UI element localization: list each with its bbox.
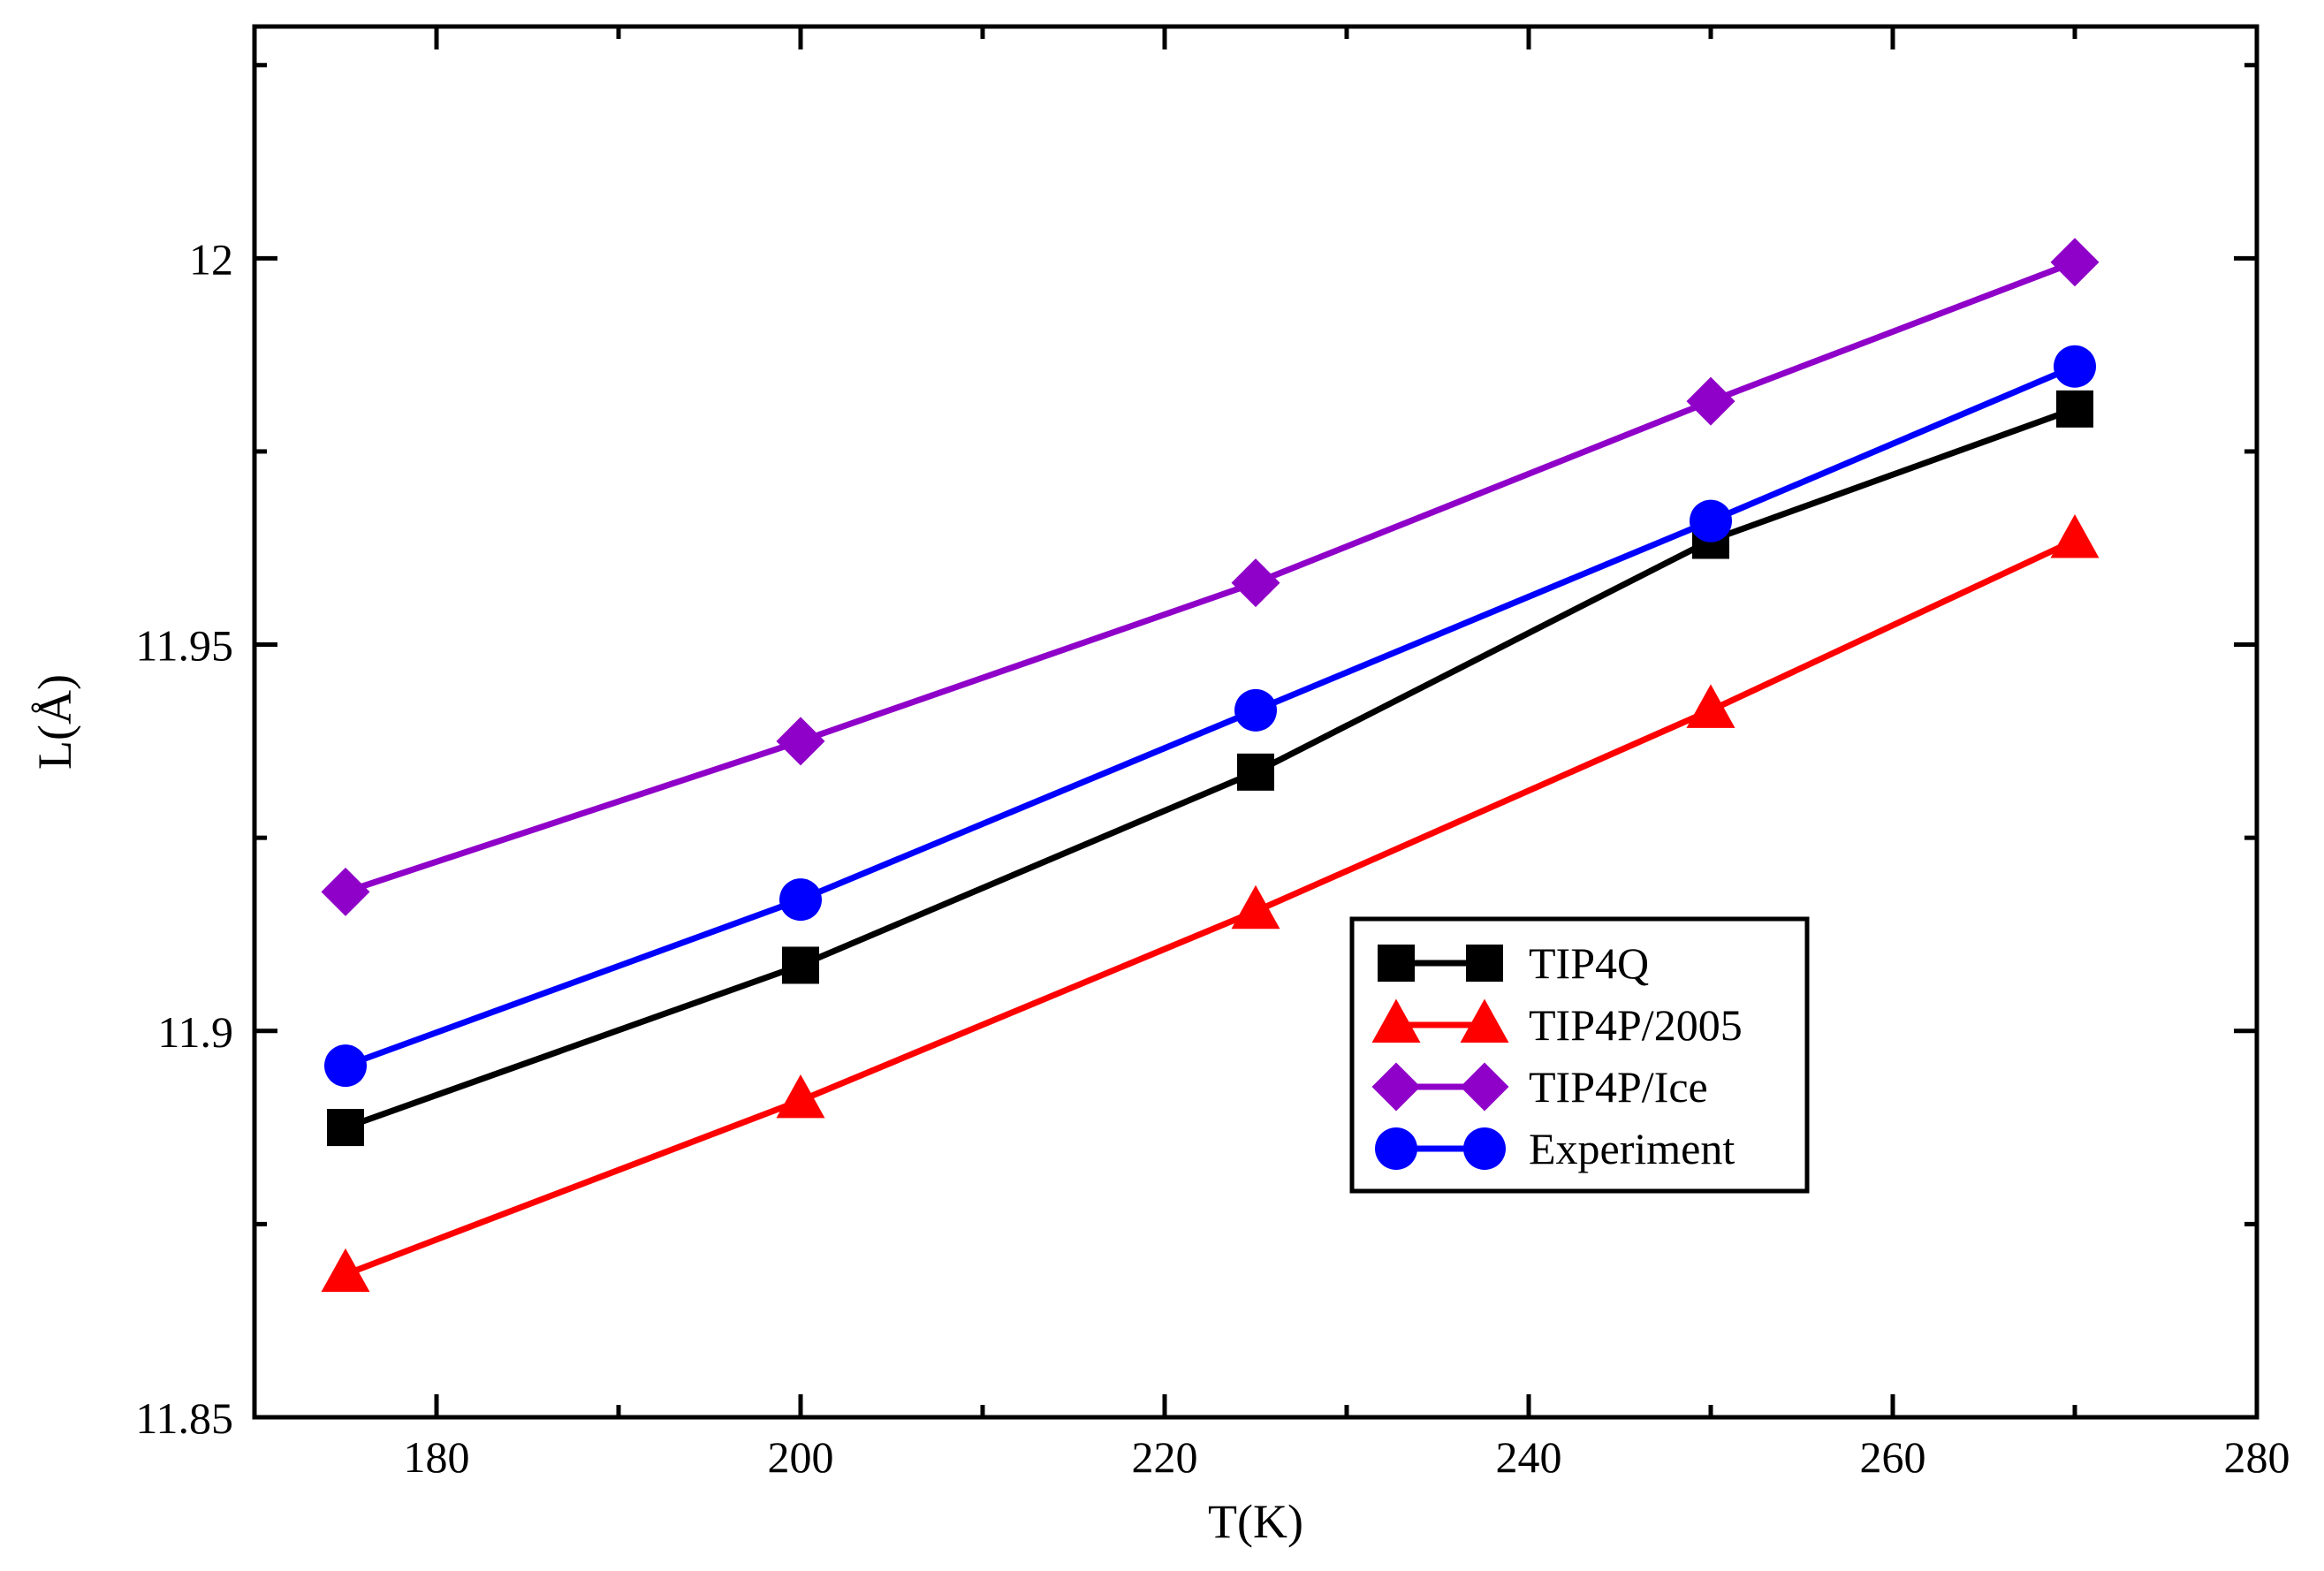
legend-marker <box>1460 1062 1509 1112</box>
data-point-tip4q <box>327 1109 364 1147</box>
legend-marker <box>1466 945 1503 982</box>
legend-marker <box>1375 1127 1417 1170</box>
data-point-tip4q <box>1237 753 1274 791</box>
data-point-tip4p-2005 <box>776 1074 825 1119</box>
series-line-tip4q <box>344 406 2077 1131</box>
x-tick-label: 220 <box>1132 1432 1198 1482</box>
legend-item-tip4q: TIP4Q <box>1378 938 1649 988</box>
legend-label: TIP4P/2005 <box>1529 1000 1743 1050</box>
legend-marker <box>1371 1062 1421 1112</box>
data-point-experiment <box>1234 688 1277 732</box>
legend-item-tip4p-2005: TIP4P/2005 <box>1371 998 1743 1050</box>
series-line-tip4p-ice <box>344 259 2077 895</box>
data-point-tip4p-2005 <box>2050 514 2100 558</box>
data-point-tip4p-ice <box>2050 238 2100 287</box>
plot-area <box>252 24 2259 1420</box>
x-tick-label: 240 <box>1496 1432 1562 1482</box>
series-tip4p-ice <box>321 238 2100 916</box>
x-axis-label: T(K) <box>1208 1495 1303 1548</box>
legend-label: Experiment <box>1529 1124 1735 1173</box>
legend-marker <box>1371 998 1421 1043</box>
axis-ticks: 180 200 220 240 260 280 11.85 11.9 11.95 12 <box>135 27 2290 1482</box>
data-point-experiment <box>2054 345 2096 388</box>
data-point-tip4p-ice <box>1231 558 1280 608</box>
data-point-experiment <box>324 1044 367 1088</box>
series-line-tip4p-2005 <box>344 537 2077 1278</box>
data-point-experiment <box>779 878 822 922</box>
series-experiment <box>324 345 2096 1088</box>
y-axis-label: L(Å) <box>28 674 81 770</box>
data-point-tip4q <box>2056 390 2093 428</box>
x-tick-label: 180 <box>404 1432 470 1482</box>
series-tip4p-2005 <box>321 514 2100 1293</box>
series-layer <box>321 238 2100 1293</box>
legend-item-tip4p-ice: TIP4P/Ice <box>1371 1062 1708 1112</box>
data-point-tip4p-ice <box>1686 376 1735 426</box>
data-point-tip4p-ice <box>776 717 825 766</box>
data-point-tip4p-2005 <box>1686 684 1735 728</box>
legend-item-experiment: Experiment <box>1375 1124 1735 1173</box>
y-tick-label: 11.85 <box>135 1393 233 1443</box>
y-tick-label: 12 <box>189 234 233 284</box>
data-point-tip4p-2005 <box>1231 884 1280 930</box>
series-line-experiment <box>344 363 2077 1069</box>
y-tick-label: 11.95 <box>135 621 233 671</box>
legend: TIP4Q TIP4P/2005 TIP4P/Ice Experiment <box>1349 916 1810 1194</box>
y-tick-label: 11.9 <box>157 1007 233 1057</box>
series-tip4q <box>327 390 2093 1147</box>
legend-label: TIP4P/Ice <box>1529 1062 1708 1112</box>
data-point-tip4p-2005 <box>321 1248 370 1293</box>
legend-marker <box>1460 998 1509 1043</box>
legend-marker <box>1463 1127 1506 1170</box>
x-tick-label: 200 <box>768 1432 834 1482</box>
data-point-experiment <box>1690 499 1732 543</box>
data-point-tip4p-ice <box>321 867 370 916</box>
x-tick-label: 260 <box>1860 1432 1926 1482</box>
legend-marker <box>1378 945 1415 982</box>
legend-label: TIP4Q <box>1529 938 1649 988</box>
data-point-tip4q <box>782 946 819 984</box>
x-tick-label: 280 <box>2224 1432 2290 1482</box>
